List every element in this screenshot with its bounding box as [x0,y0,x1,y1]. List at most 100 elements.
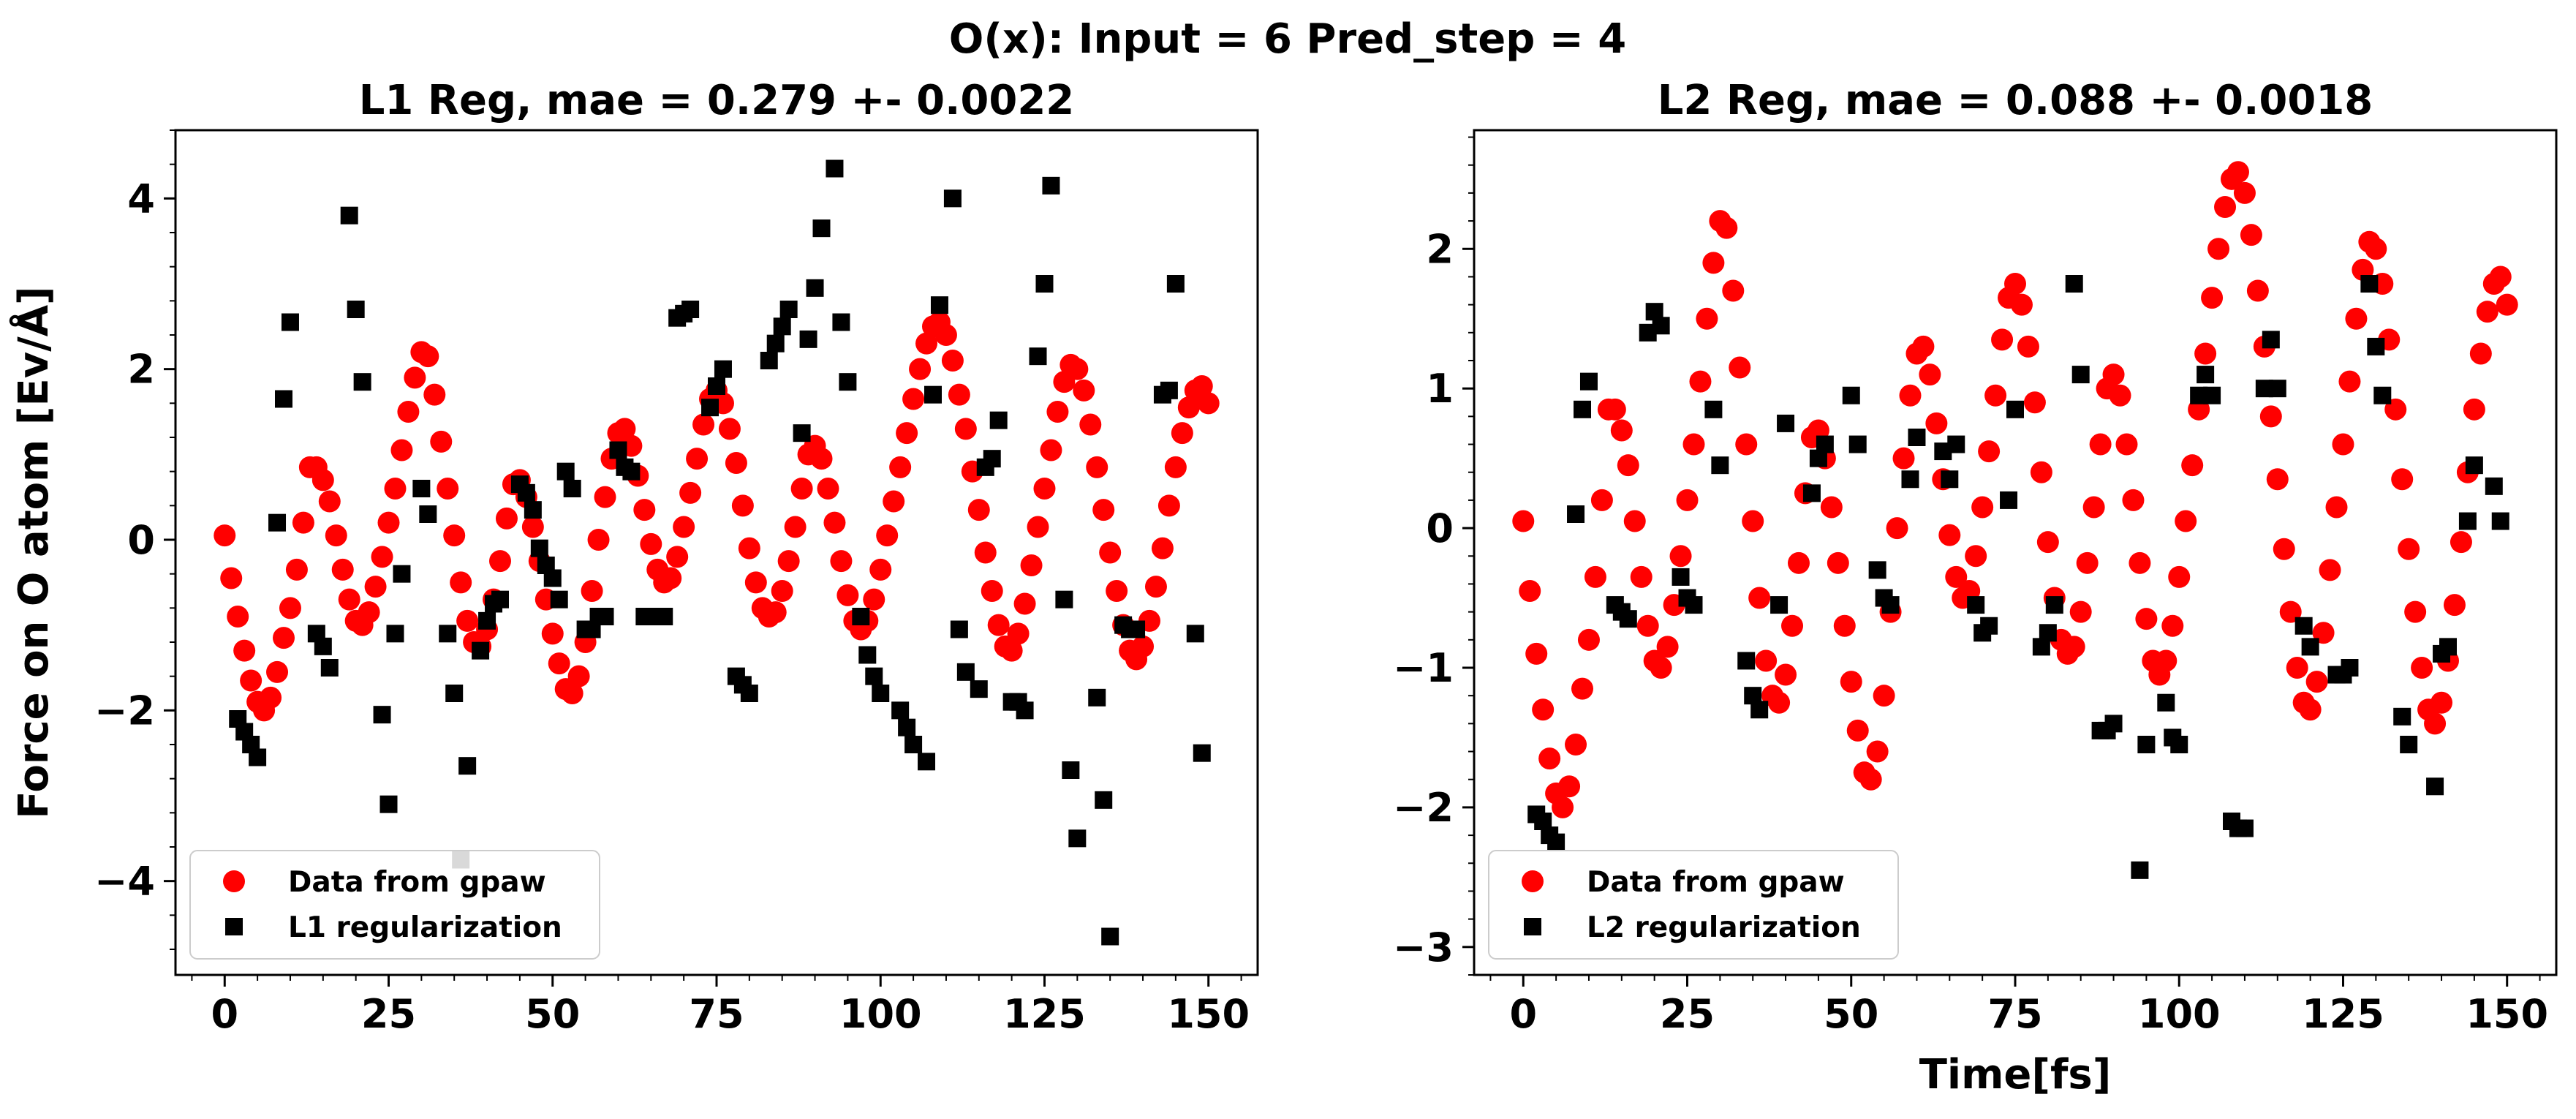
data-point-gpaw [548,652,570,675]
data-point-gpaw [1742,510,1764,532]
data-point-regularization [858,646,877,664]
data-point-regularization [904,736,923,753]
data-point-gpaw [2161,614,2184,637]
data-point-gpaw [390,439,413,461]
data-point-regularization [1128,620,1146,638]
data-point-regularization [379,795,398,813]
legend: Data from gpaw L2 regularization [1488,850,1899,960]
data-point-gpaw [2207,238,2230,260]
data-point-gpaw [443,524,466,547]
data-point-regularization [832,313,850,331]
data-point-gpaw [2299,698,2322,721]
data-point-gpaw [981,580,1003,602]
legend-entry-label: L2 regularization [1587,911,1861,944]
data-point-gpaw [2214,196,2237,218]
data-point-regularization [918,753,936,771]
data-point-regularization [1967,596,1985,614]
data-point-gpaw [1630,565,1653,588]
data-point-gpaw [1157,494,1180,517]
data-point-regularization [740,685,758,702]
data-point-gpaw [1590,489,1613,511]
data-point-gpaw [1132,635,1155,658]
data-point-gpaw [1079,413,1102,436]
data-point-regularization [793,424,811,442]
y-tick-label: 2 [1426,226,1454,272]
y-tick-label: 0 [127,517,155,563]
x-tick-label: 25 [361,991,416,1037]
data-point-gpaw [777,550,800,573]
data-point-gpaw [934,324,957,346]
data-point-gpaw [2345,307,2368,330]
data-point-gpaw [1722,279,1745,302]
data-point-regularization [320,659,339,677]
panel-title: L1 Reg, mae = 0.279 +- 0.0022 [359,77,1075,124]
data-point-regularization [478,611,496,630]
data-point-regularization [1095,791,1113,809]
x-axis-label: Time[fs] [1919,1051,2112,1099]
data-point-gpaw [1636,614,1659,637]
data-point-gpaw [2266,468,2289,491]
data-point-gpaw [311,469,334,491]
axes-frame [1473,129,2558,976]
data-point-gpaw [1623,510,1646,532]
data-point-regularization [393,565,411,583]
data-point-gpaw [2115,433,2138,456]
data-point-regularization [865,667,883,685]
data-point-regularization [2426,777,2444,796]
data-point-gpaw [738,537,760,560]
y-tick-label: −3 [1393,924,1454,971]
data-point-regularization [1567,505,1585,523]
data-point-regularization [2235,819,2254,837]
data-point-gpaw [1866,740,1889,763]
data-point-gpaw [1610,419,1633,442]
data-point-gpaw [1886,517,1908,540]
data-point-regularization [609,441,627,459]
data-point-regularization [681,301,700,318]
data-point-gpaw [384,478,407,500]
panel-title: L2 Reg, mae = 0.088 +- 0.0018 [1658,77,2373,124]
data-point-regularization [445,685,464,702]
x-tick-label: 75 [1987,991,2042,1037]
data-point-gpaw [495,507,518,530]
data-point-regularization [766,334,785,353]
data-point-regularization [1042,176,1060,195]
data-point-regularization [524,501,542,519]
data-point-regularization [1848,435,1867,453]
data-point-gpaw [1965,545,1987,568]
legend-entry-label: L1 regularization [288,911,562,944]
data-point-gpaw [318,490,341,513]
data-point-regularization [2170,736,2188,753]
data-point-gpaw [1689,370,1712,393]
data-point-gpaw [830,550,853,573]
y-tick-label: −4 [94,859,155,905]
data-point-gpaw [1768,691,1791,714]
y-axis-label: Force on O atom [Ev/Å] [10,286,58,818]
data-point-gpaw [1696,307,1718,330]
data-point-regularization [760,352,778,369]
data-point-gpaw [2411,657,2433,679]
data-point-gpaw [1151,537,1174,560]
data-point-regularization [1737,652,1756,670]
data-point-regularization [872,685,890,702]
data-point-gpaw [2226,161,2249,184]
data-point-gpaw [679,481,702,504]
data-point-regularization [1016,701,1034,720]
data-point-gpaw [260,686,282,709]
data-point-gpaw [594,486,616,508]
data-point-regularization [1704,400,1723,418]
legend-marker [1524,918,1541,935]
data-point-regularization [1193,744,1211,762]
data-point-gpaw [1781,614,1804,637]
data-point-regularization [2039,624,2057,642]
data-point-gpaw [1676,489,1699,511]
data-point-gpaw [2338,370,2361,393]
data-point-gpaw [2004,273,2026,295]
legend-box [189,850,600,960]
x-tick-label: 125 [1003,991,1086,1037]
data-point-gpaw [292,511,314,534]
data-point-regularization [1816,435,1834,453]
x-tick-label: 100 [2138,991,2221,1037]
legend: Data from gpaw L1 regularization [189,850,600,960]
data-point-gpaw [876,524,899,547]
data-point-gpaw [2273,538,2295,560]
